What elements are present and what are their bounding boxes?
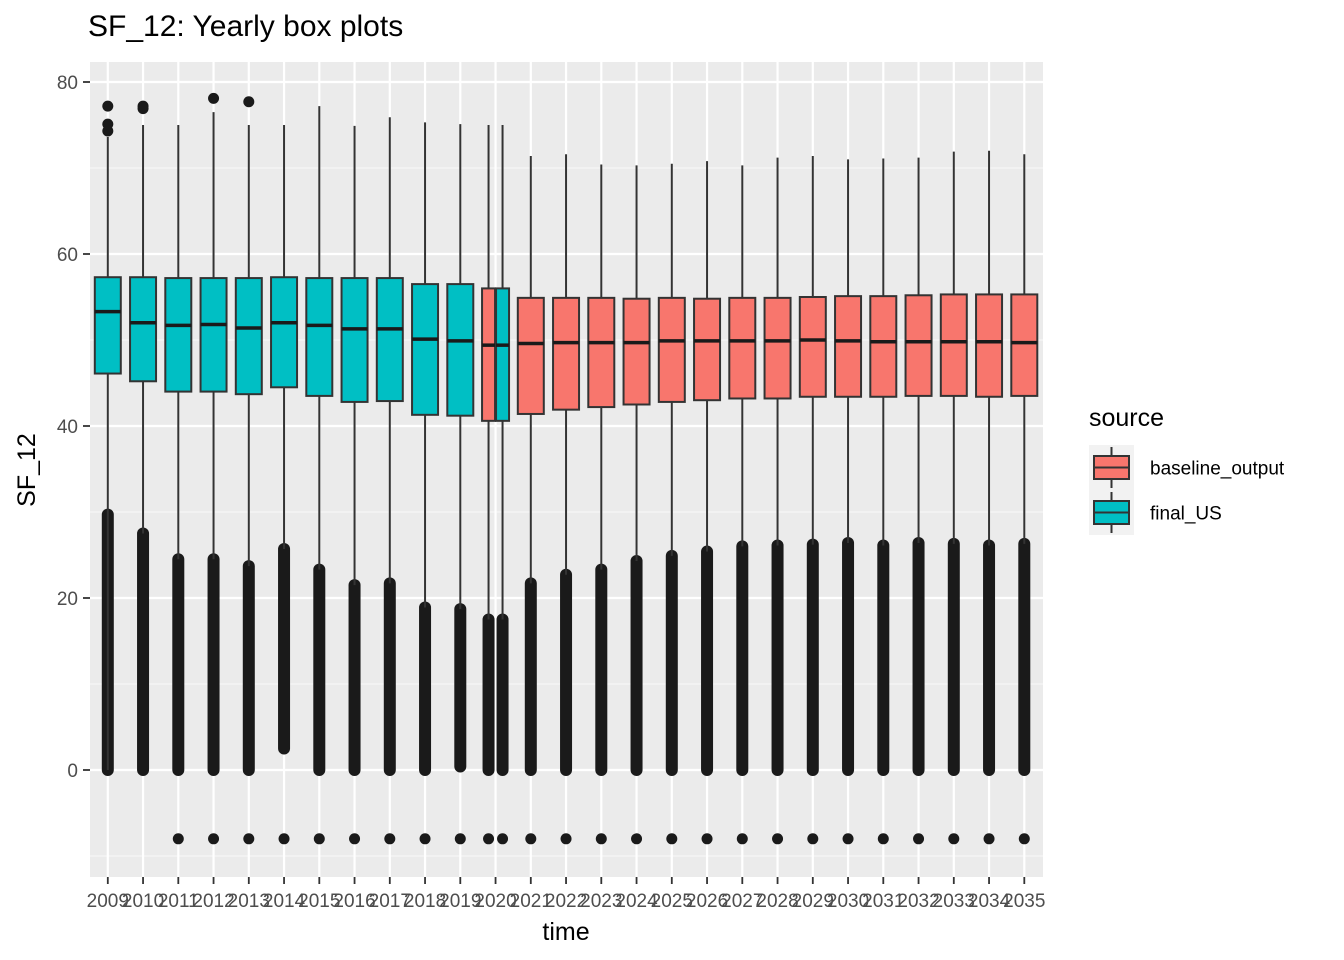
box-body: [835, 296, 861, 397]
outlier-point: [772, 833, 783, 844]
box-body: [412, 284, 438, 415]
y-tick-label: 40: [57, 417, 78, 438]
outlier-point: [279, 833, 290, 844]
legend-label: final_US: [1150, 504, 1222, 525]
y-tick-label: 0: [67, 761, 78, 782]
outlier-point: [314, 833, 325, 844]
y-tick-label: 60: [57, 245, 78, 266]
outlier-point: [102, 101, 113, 112]
box-body: [342, 278, 368, 402]
box-body: [447, 284, 473, 416]
outlier-point: [208, 93, 219, 104]
legend-title: source: [1089, 404, 1164, 432]
outlier-point: [807, 833, 818, 844]
outlier-point: [702, 833, 713, 844]
outlier-point: [384, 833, 395, 844]
outlier-point: [243, 833, 254, 844]
legend-label: baseline_output: [1150, 459, 1285, 480]
outlier-point: [483, 833, 494, 844]
outlier-point: [138, 101, 149, 112]
box-body: [906, 295, 932, 396]
box-body: [588, 298, 614, 407]
box-body: [165, 278, 191, 392]
outlier-point: [737, 833, 748, 844]
outlier-point: [561, 833, 572, 844]
outlier-point: [420, 833, 431, 844]
box-body: [271, 277, 297, 387]
outlier-point: [984, 833, 995, 844]
legend-key-baseline-output: baseline_output: [1089, 445, 1285, 490]
x-tick-label: 2035: [1003, 891, 1045, 912]
x-axis-ticks: 2009201020112012201320142015201620172018…: [87, 877, 1046, 912]
outlier-point: [948, 833, 959, 844]
outlier-point: [173, 833, 184, 844]
outlier-point: [208, 833, 219, 844]
outlier-point: [497, 833, 508, 844]
box-body: [765, 298, 791, 399]
y-tick-label: 20: [57, 589, 78, 610]
box-body: [236, 278, 262, 394]
box-body: [624, 299, 650, 405]
outlier-point: [349, 833, 360, 844]
outlier-point: [878, 833, 889, 844]
outlier-point: [525, 833, 536, 844]
outlier-point: [455, 833, 466, 844]
box-body: [1011, 294, 1037, 395]
box-body: [95, 277, 121, 373]
x-axis-label: time: [542, 918, 589, 946]
box-body: [377, 278, 403, 401]
outlier-point: [843, 833, 854, 844]
y-axis-ticks: 0 20 40 60 80: [57, 73, 90, 782]
box-body: [870, 296, 896, 397]
box-body: [496, 288, 509, 420]
legend-key-final-US: final_US: [1089, 490, 1222, 535]
outlier-point: [631, 833, 642, 844]
box-body: [976, 294, 1002, 396]
outlier-point: [596, 833, 607, 844]
box-body: [306, 278, 332, 396]
outlier-point: [102, 119, 113, 130]
y-tick-label: 80: [57, 73, 78, 94]
y-axis-label: SF_12: [13, 433, 41, 507]
box-body: [482, 288, 495, 420]
outlier-point: [913, 833, 924, 844]
box-body: [553, 298, 579, 410]
box-body: [659, 298, 685, 402]
outlier-point: [1019, 833, 1030, 844]
box-body: [130, 277, 156, 381]
box-body: [518, 298, 544, 414]
outlier-point: [243, 96, 254, 107]
legend: source baseline_output final_US: [1089, 404, 1285, 535]
box-body: [729, 298, 755, 399]
box-body: [941, 294, 967, 395]
outlier-point: [666, 833, 677, 844]
box-body: [694, 299, 720, 400]
box-body: [201, 278, 227, 392]
box-body: [800, 297, 826, 397]
